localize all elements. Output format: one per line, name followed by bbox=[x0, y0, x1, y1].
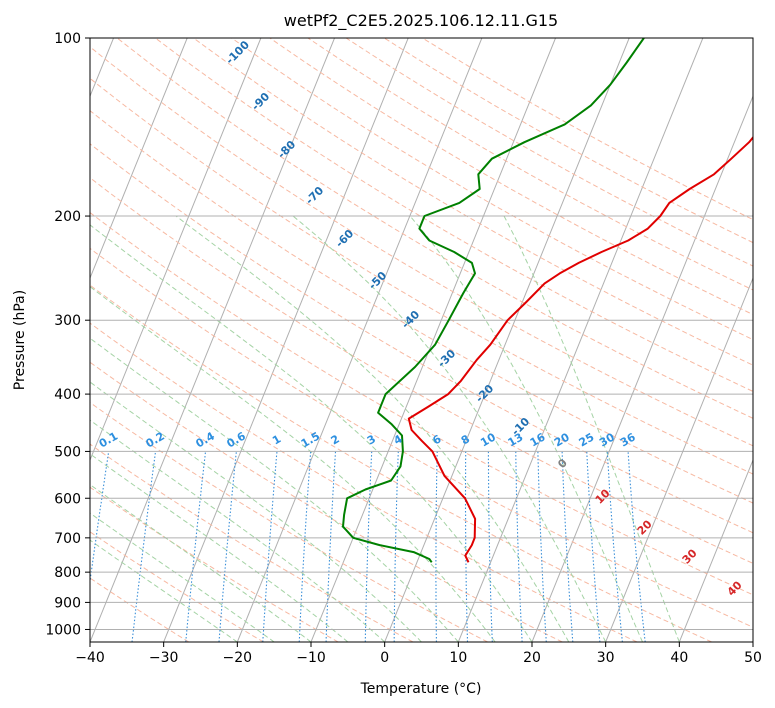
background-lines bbox=[90, 38, 753, 642]
mixing-ratio-line bbox=[606, 451, 623, 642]
x-tick-label: 20 bbox=[523, 650, 541, 666]
plot-frame bbox=[89, 37, 754, 643]
mixing-ratio-line bbox=[586, 451, 601, 642]
x-tick-label: −20 bbox=[223, 650, 253, 666]
x-tick-label: 0 bbox=[380, 650, 389, 666]
moist-adiabat bbox=[90, 512, 275, 642]
moist-adiabat bbox=[90, 539, 238, 642]
mixing-ratio-line bbox=[487, 451, 493, 642]
x-tick-label: 40 bbox=[670, 650, 688, 666]
dry-adiabat bbox=[90, 110, 753, 504]
dry-adiabat bbox=[116, 38, 753, 419]
mixing-ratio-line bbox=[393, 451, 399, 642]
dry-adiabat bbox=[90, 401, 488, 642]
y-tick-label: 800 bbox=[54, 565, 81, 581]
isotherm-line bbox=[236, 38, 483, 642]
mixing-ratio-line bbox=[537, 451, 547, 642]
dry-adiabat bbox=[90, 247, 753, 628]
dry-adiabat bbox=[193, 38, 753, 366]
y-axis-label: Pressure (hPa) bbox=[12, 290, 28, 390]
x-tick-label: 30 bbox=[597, 650, 615, 666]
x-axis-label: Temperature (°C) bbox=[360, 681, 482, 697]
y-tick-label: 500 bbox=[54, 444, 81, 460]
y-tick-label: 100 bbox=[54, 31, 81, 47]
isotherm-line bbox=[310, 38, 557, 642]
moist-adiabat bbox=[90, 419, 386, 642]
dry-adiabat bbox=[90, 284, 712, 642]
mixing-ratio-line bbox=[218, 451, 237, 642]
y-tick-label: 200 bbox=[54, 209, 81, 225]
y-tick-label: 900 bbox=[54, 595, 81, 611]
mixing-ratio-line bbox=[464, 451, 469, 642]
mixing-ratio-line bbox=[627, 451, 646, 642]
mixing-ratio-line bbox=[364, 451, 373, 642]
x-tick-label: −10 bbox=[296, 650, 326, 666]
isotherm-line bbox=[678, 458, 753, 642]
moist-adiabat bbox=[90, 224, 533, 642]
dry-adiabat bbox=[90, 322, 638, 642]
dry-adiabat bbox=[90, 531, 264, 642]
isotherm-line bbox=[531, 94, 753, 642]
mixing-ratio-line bbox=[131, 451, 157, 642]
isotherm-line bbox=[605, 276, 753, 642]
moist-adiabat bbox=[90, 453, 349, 642]
y-tick-label: 1000 bbox=[45, 622, 81, 638]
isotherm-line bbox=[90, 38, 336, 642]
mixing-ratio-line bbox=[262, 451, 278, 642]
moist-adiabat bbox=[175, 215, 570, 642]
isotherm-line bbox=[384, 38, 630, 642]
x-tick-label: −30 bbox=[149, 650, 179, 666]
mixing-ratio-line bbox=[561, 451, 574, 642]
moist-adiabat bbox=[409, 215, 643, 642]
profile-lines bbox=[342, 38, 753, 563]
mixing-ratio-line bbox=[298, 451, 312, 642]
moist-adiabat bbox=[90, 285, 496, 642]
y-tick-label: 700 bbox=[54, 531, 81, 547]
y-tick-label: 400 bbox=[54, 387, 81, 403]
y-tick-label: 600 bbox=[54, 491, 81, 507]
x-axis: −40 −30 −20 −10 0 10 20 30 40 50 bbox=[75, 642, 762, 666]
dry-adiabat bbox=[90, 361, 563, 642]
dewpoint-profile-line bbox=[342, 38, 645, 563]
isotherm-line bbox=[457, 38, 704, 642]
mixing-ratio-line bbox=[185, 451, 207, 642]
chart-title: wetPf2_C2E5.2025.106.12.11.G15 bbox=[284, 11, 558, 31]
x-tick-label: 10 bbox=[449, 650, 467, 666]
isotherm-line bbox=[163, 38, 409, 642]
dry-adiabat bbox=[90, 177, 753, 564]
isotherm-line bbox=[90, 38, 262, 462]
x-tick-label: −40 bbox=[75, 650, 105, 666]
x-tick-label: 50 bbox=[744, 650, 762, 666]
dry-adiabat bbox=[231, 38, 753, 341]
dry-adiabat bbox=[90, 143, 753, 534]
mixing-ratio-line bbox=[325, 451, 337, 642]
moist-adiabat bbox=[90, 337, 459, 642]
isotherm-line bbox=[90, 38, 188, 280]
y-tick-label: 300 bbox=[54, 313, 81, 329]
y-axis: 100 200 300 400 500 600 700 800 900 1000 bbox=[45, 31, 90, 638]
mixing-ratio-line bbox=[435, 451, 438, 642]
temperature-profile-line bbox=[407, 135, 753, 563]
moist-adiabat bbox=[292, 215, 607, 642]
mixing-ratio-line bbox=[515, 451, 523, 642]
